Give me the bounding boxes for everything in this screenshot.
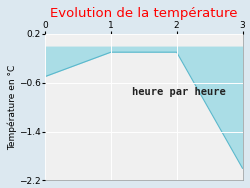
Y-axis label: Température en °C: Température en °C <box>8 64 18 150</box>
Text: heure par heure: heure par heure <box>132 87 226 98</box>
Title: Evolution de la température: Evolution de la température <box>50 7 238 20</box>
